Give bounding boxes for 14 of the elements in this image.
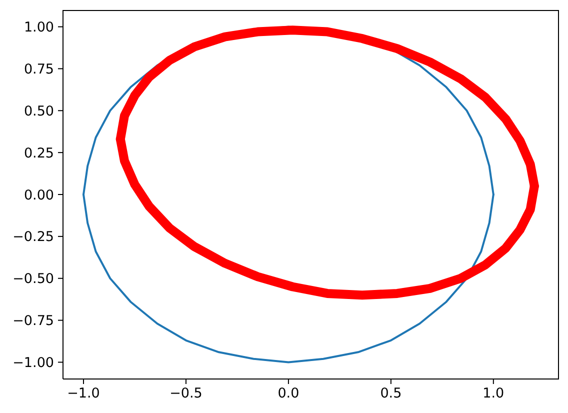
- y-tick-label: 0.50: [24, 103, 54, 120]
- y-tick-label: −0.25: [12, 229, 54, 246]
- x-tick-label: −1.0: [67, 386, 100, 402]
- y-tick-label: 0.25: [24, 145, 54, 162]
- x-tick-label: −0.5: [170, 386, 202, 402]
- y-tick-label: 0.00: [24, 187, 54, 204]
- y-tick-label: 1.00: [24, 20, 54, 36]
- y-tick-label: −0.75: [12, 313, 54, 330]
- y-tick-label: 0.75: [24, 61, 54, 78]
- x-tick-label: 0.5: [380, 386, 402, 402]
- x-tick-label: 1.0: [482, 386, 504, 402]
- x-tick-label: 0.0: [278, 386, 300, 402]
- y-tick-label: −0.50: [12, 271, 54, 288]
- y-tick-label: −1.00: [12, 355, 54, 372]
